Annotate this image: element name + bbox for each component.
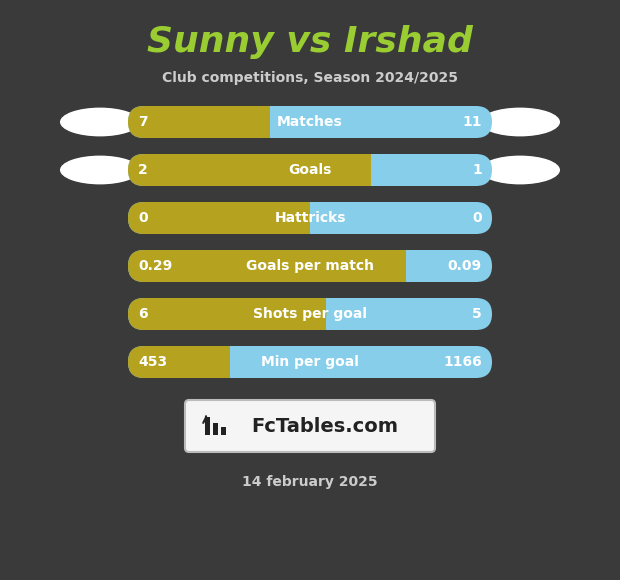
- Bar: [221, 427, 226, 435]
- Ellipse shape: [480, 155, 560, 184]
- Ellipse shape: [60, 108, 140, 136]
- Bar: [311, 298, 326, 330]
- Text: 0: 0: [138, 211, 148, 225]
- Text: 14 february 2025: 14 february 2025: [242, 475, 378, 489]
- FancyBboxPatch shape: [128, 250, 492, 282]
- Text: Goals per match: Goals per match: [246, 259, 374, 273]
- FancyBboxPatch shape: [128, 346, 230, 378]
- FancyBboxPatch shape: [128, 106, 270, 138]
- Bar: [205, 417, 210, 435]
- Text: 7: 7: [138, 115, 148, 129]
- Text: Min per goal: Min per goal: [261, 355, 359, 369]
- Ellipse shape: [480, 108, 560, 136]
- Text: 0.29: 0.29: [138, 259, 172, 273]
- FancyBboxPatch shape: [128, 202, 310, 234]
- Text: Goals: Goals: [288, 163, 332, 177]
- Text: 2: 2: [138, 163, 148, 177]
- Text: FcTables.com: FcTables.com: [252, 416, 399, 436]
- Text: 1166: 1166: [443, 355, 482, 369]
- Text: Club competitions, Season 2024/2025: Club competitions, Season 2024/2025: [162, 71, 458, 85]
- Text: 453: 453: [138, 355, 167, 369]
- Bar: [294, 202, 310, 234]
- FancyBboxPatch shape: [128, 106, 492, 138]
- FancyBboxPatch shape: [128, 250, 405, 282]
- Bar: [213, 423, 218, 435]
- FancyBboxPatch shape: [128, 202, 492, 234]
- FancyBboxPatch shape: [128, 298, 326, 330]
- FancyBboxPatch shape: [128, 154, 492, 186]
- Text: Shots per goal: Shots per goal: [253, 307, 367, 321]
- Text: Sunny vs Irshad: Sunny vs Irshad: [147, 25, 473, 59]
- Bar: [390, 250, 405, 282]
- FancyBboxPatch shape: [185, 400, 435, 452]
- Text: Hattricks: Hattricks: [274, 211, 346, 225]
- Text: 0.09: 0.09: [448, 259, 482, 273]
- Ellipse shape: [60, 155, 140, 184]
- Text: 0: 0: [472, 211, 482, 225]
- FancyBboxPatch shape: [128, 154, 371, 186]
- Text: 1: 1: [472, 163, 482, 177]
- Bar: [254, 106, 270, 138]
- Text: 6: 6: [138, 307, 148, 321]
- Text: 5: 5: [472, 307, 482, 321]
- Text: Matches: Matches: [277, 115, 343, 129]
- Bar: [214, 346, 230, 378]
- Text: 11: 11: [463, 115, 482, 129]
- FancyBboxPatch shape: [128, 346, 492, 378]
- Bar: [355, 154, 371, 186]
- FancyBboxPatch shape: [128, 298, 492, 330]
